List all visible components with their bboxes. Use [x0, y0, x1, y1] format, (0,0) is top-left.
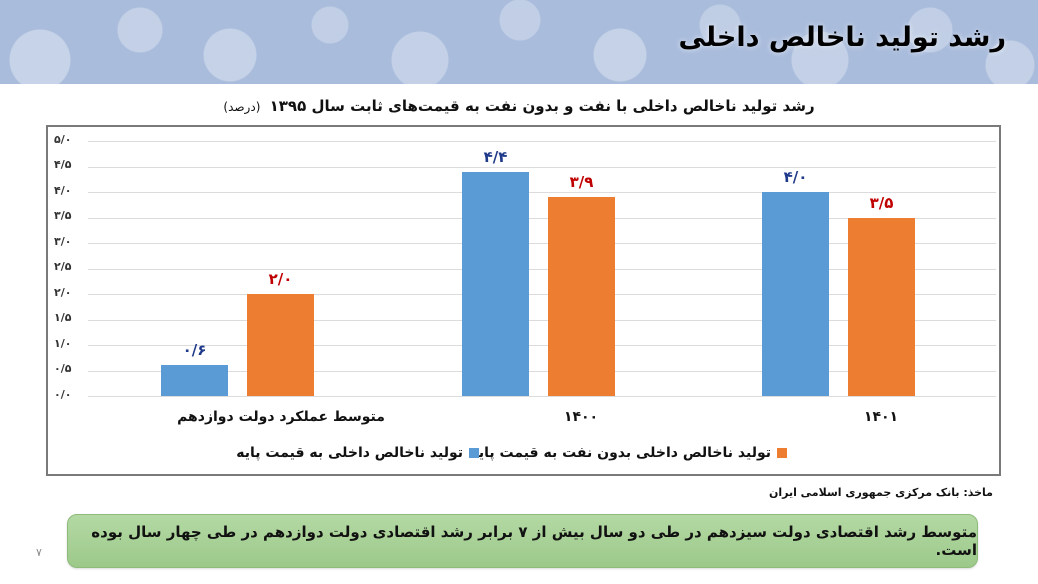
gridline: [88, 396, 996, 397]
bar-value-label: ۳/۹: [569, 173, 594, 192]
bar-value-label: ۴/۴: [483, 147, 508, 166]
legend-swatch-orange: [777, 448, 787, 458]
header-banner: رشد تولید ناخالص داخلی: [0, 0, 1038, 84]
bar-value-label: ۴/۰: [783, 168, 808, 186]
gridline: [88, 268, 996, 270]
gridline: [88, 217, 996, 219]
page-title: رشد تولید ناخالص داخلی: [678, 22, 1006, 53]
callout-box: متوسط رشد اقتصادی دولت سیزدهم در طی دو س…: [67, 514, 978, 568]
chart-title: رشد تولید ناخالص داخلی با نفت و بدون نفت…: [0, 97, 1038, 115]
x-category-label: ۱۴۰۱: [863, 409, 899, 425]
gridline: [88, 141, 996, 142]
callout-text: متوسط رشد اقتصادی دولت سیزدهم در طی دو س…: [91, 523, 977, 559]
gridline: [88, 166, 996, 168]
bar-orange: [548, 197, 615, 396]
y-tick: ۴/۵: [54, 158, 72, 171]
bar-blue: [762, 192, 829, 396]
legend-label: تولید ناخالص داخلی به قیمت پایه: [236, 445, 463, 461]
gridline: [88, 192, 996, 193]
legend-label: تولید ناخالص داخلی بدون نفت به قیمت پایه: [470, 445, 771, 461]
source-note: ماخذ: بانک مرکزی جمهوری اسلامی ایران: [768, 486, 993, 499]
y-tick: ۳/۵: [54, 209, 72, 222]
y-tick: ۰/۰: [54, 388, 72, 401]
x-category-label: ۱۴۰۰: [563, 409, 599, 425]
gridline: [88, 243, 996, 244]
x-category-label: متوسط عملکرد دولت دوازدهم: [177, 409, 385, 425]
gridline: [88, 294, 996, 295]
bar-orange: [848, 217, 915, 396]
chart-unit: (درصد): [223, 100, 261, 114]
gridline: [88, 345, 996, 346]
y-tick: ۰/۵: [54, 362, 72, 375]
legend-swatch-blue: [469, 448, 479, 458]
legend: تولید ناخالص داخلی بدون نفت به قیمت پایه…: [48, 445, 999, 467]
chart-title-text: رشد تولید ناخالص داخلی با نفت و بدون نفت…: [269, 97, 815, 115]
gridline: [88, 319, 996, 321]
y-tick: ۴/۰: [54, 184, 72, 197]
legend-item-blue: تولید ناخالص داخلی به قیمت پایه: [236, 445, 479, 461]
bar-blue: [462, 171, 529, 396]
bar-blue: [161, 365, 228, 396]
plot-area: ۵/۰ ۴/۵ ۴/۰ ۳/۵ ۳/۰ ۲/۵ ۲/۰ ۱/۵ ۱/۰ ۰/۵ …: [48, 127, 999, 474]
y-tick: ۱/۰: [54, 337, 72, 350]
chart-container: ۵/۰ ۴/۵ ۴/۰ ۳/۵ ۳/۰ ۲/۵ ۲/۰ ۱/۵ ۱/۰ ۰/۵ …: [46, 125, 1001, 476]
y-tick: ۱/۵: [54, 311, 72, 324]
bar-orange: [247, 294, 314, 396]
y-tick: ۳/۰: [54, 235, 72, 248]
y-tick: ۲/۰: [54, 286, 72, 299]
bar-value-label: ۳/۵: [869, 193, 894, 212]
page-number: ۷: [36, 546, 42, 559]
y-tick: ۲/۵: [54, 260, 72, 273]
legend-item-orange: تولید ناخالص داخلی بدون نفت به قیمت پایه: [470, 445, 787, 461]
gridline: [88, 370, 996, 372]
bar-value-label: ۲/۰: [268, 270, 293, 288]
bar-value-label: ۰/۶: [182, 341, 207, 360]
y-tick: ۵/۰: [54, 133, 72, 146]
